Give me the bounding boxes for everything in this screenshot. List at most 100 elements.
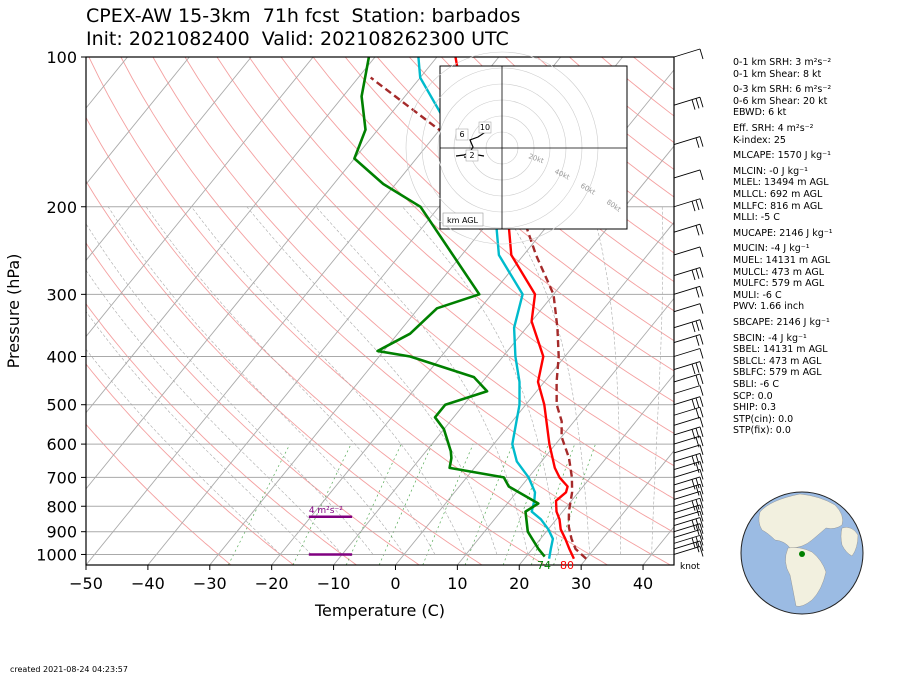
x-tick-label: −10 — [317, 574, 351, 593]
dry-adiabat — [86, 363, 294, 565]
series-temperature — [454, 57, 575, 560]
mixing-ratio-line — [464, 443, 514, 565]
dry-adiabat — [86, 116, 546, 565]
y-tick-label: 900 — [46, 523, 77, 542]
wind-barb — [673, 267, 704, 281]
index-line: 0-3 km SRH: 6 m²s⁻² — [733, 84, 832, 96]
index-line: MUEL: 14131 m AGL — [733, 255, 831, 266]
index-line: 0-6 km Shear: 20 kt — [733, 95, 828, 107]
wind-barb — [673, 461, 704, 473]
x-tick-label: 0 — [390, 574, 400, 593]
isotherm — [518, 373, 674, 565]
index-line: MLLI: -5 C — [733, 212, 780, 224]
dry-adiabat — [312, 57, 674, 372]
index-line: PWV: 1.66 inch — [733, 301, 805, 313]
wind-barb — [673, 426, 704, 440]
mixing-ratio-line — [422, 443, 474, 565]
y-tick-label: 100 — [46, 48, 77, 67]
dry-adiabat — [86, 303, 357, 565]
wind-barb — [673, 406, 704, 419]
isotherm — [333, 145, 674, 565]
wind-barb — [673, 169, 704, 181]
index-line: MLCAPE: 1570 J kg⁻¹ — [733, 150, 831, 162]
isotherm — [457, 297, 674, 565]
index-line: MUCAPE: 2146 J kg⁻¹ — [733, 227, 833, 239]
index-line: SCP: 0.0 — [733, 390, 773, 402]
wind-barb — [673, 534, 704, 548]
y-tick-label: 800 — [46, 497, 77, 516]
dry-adiabat — [280, 57, 674, 403]
dry-adiabat — [248, 57, 674, 434]
x-tick-label: 10 — [447, 574, 467, 593]
moist-adiabat — [107, 206, 405, 555]
x-tick-label: −40 — [131, 574, 165, 593]
wind-barb — [673, 504, 704, 517]
index-line: SBCIN: -4 J kg⁻¹ — [733, 332, 807, 344]
hodograph-height-label: 6 — [459, 130, 464, 139]
moist-adiabat — [191, 206, 467, 555]
moist-adiabat — [591, 206, 621, 555]
wind-barb — [673, 361, 704, 375]
y-tick-label: 400 — [46, 348, 77, 367]
dry-adiabat — [216, 57, 674, 467]
x-axis-label: Temperature (C) — [314, 601, 445, 620]
mixing-ratio-line — [378, 443, 433, 565]
isotherm — [86, 57, 314, 338]
index-line: MUCIN: -4 J kg⁻¹ — [733, 243, 810, 255]
hodograph-height-label: 10 — [480, 123, 490, 132]
chart-title-line1: CPEX-AW 15-3km 71h fcst Station: barbado… — [86, 5, 521, 27]
wind-barb — [673, 348, 704, 359]
wind-barb — [673, 510, 704, 522]
wind-barb — [673, 319, 704, 333]
dry-adiabat — [86, 423, 232, 565]
index-line: SBEL: 14131 m AGL — [733, 344, 828, 356]
isotherm — [86, 57, 376, 414]
mixing-ratio-line — [553, 443, 596, 565]
index-line: STP(cin): 0.0 — [733, 413, 794, 425]
wind-barb — [673, 396, 704, 410]
isotherm — [580, 450, 674, 565]
x-tick-label: 30 — [571, 574, 591, 593]
dry-adiabat — [152, 57, 674, 534]
index-line: SHIP: 0.3 — [733, 402, 777, 414]
mixing-ratio-line — [530, 443, 576, 565]
y-tick-label: 200 — [46, 198, 77, 217]
x-tick-label: −20 — [255, 574, 289, 593]
index-line: MLLCL: 692 m AGL — [733, 189, 823, 200]
index-line: K-index: 25 — [733, 134, 786, 146]
index-line: STP(fix): 0.0 — [733, 425, 791, 437]
dry-adiabat — [376, 57, 674, 312]
dry-adiabat — [344, 57, 674, 342]
index-line: MULCL: 473 m AGL — [733, 266, 825, 278]
wind-barb — [673, 523, 704, 536]
dry-adiabat — [120, 57, 671, 565]
barb-unit-label: knot — [680, 562, 700, 572]
wind-barb — [673, 468, 704, 480]
wind-barb — [673, 452, 704, 466]
globe-locator — [740, 491, 864, 615]
y-tick-label: 1000 — [36, 545, 77, 564]
index-line: SBCAPE: 2146 J kg⁻¹ — [733, 317, 830, 328]
x-tick-label: −30 — [193, 574, 227, 593]
isotherm — [395, 221, 674, 565]
y-axis-label: Pressure (hPa) — [4, 254, 23, 369]
isotherm — [86, 57, 438, 490]
index-line: SBLFC: 579 m AGL — [733, 367, 822, 379]
index-line: Eff. SRH: 4 m²s⁻² — [733, 123, 814, 134]
index-line: MULFC: 579 m AGL — [733, 278, 825, 290]
y-tick-label: 600 — [46, 435, 77, 454]
x-tick-label: 20 — [509, 574, 529, 593]
index-line: MLEL: 13494 m AGL — [733, 177, 829, 189]
wind-barb — [673, 136, 704, 148]
series-parcel — [369, 76, 588, 560]
moist-adiabat — [86, 223, 374, 555]
wind-barb — [673, 540, 704, 553]
dry-adiabat — [86, 180, 483, 565]
series-wetbulb-green — [353, 57, 546, 558]
hodograph-height-label: 2 — [469, 151, 474, 160]
wind-barb — [673, 48, 704, 60]
wind-barb — [673, 416, 704, 428]
isotherm — [86, 57, 252, 262]
wind-barb — [673, 223, 704, 236]
